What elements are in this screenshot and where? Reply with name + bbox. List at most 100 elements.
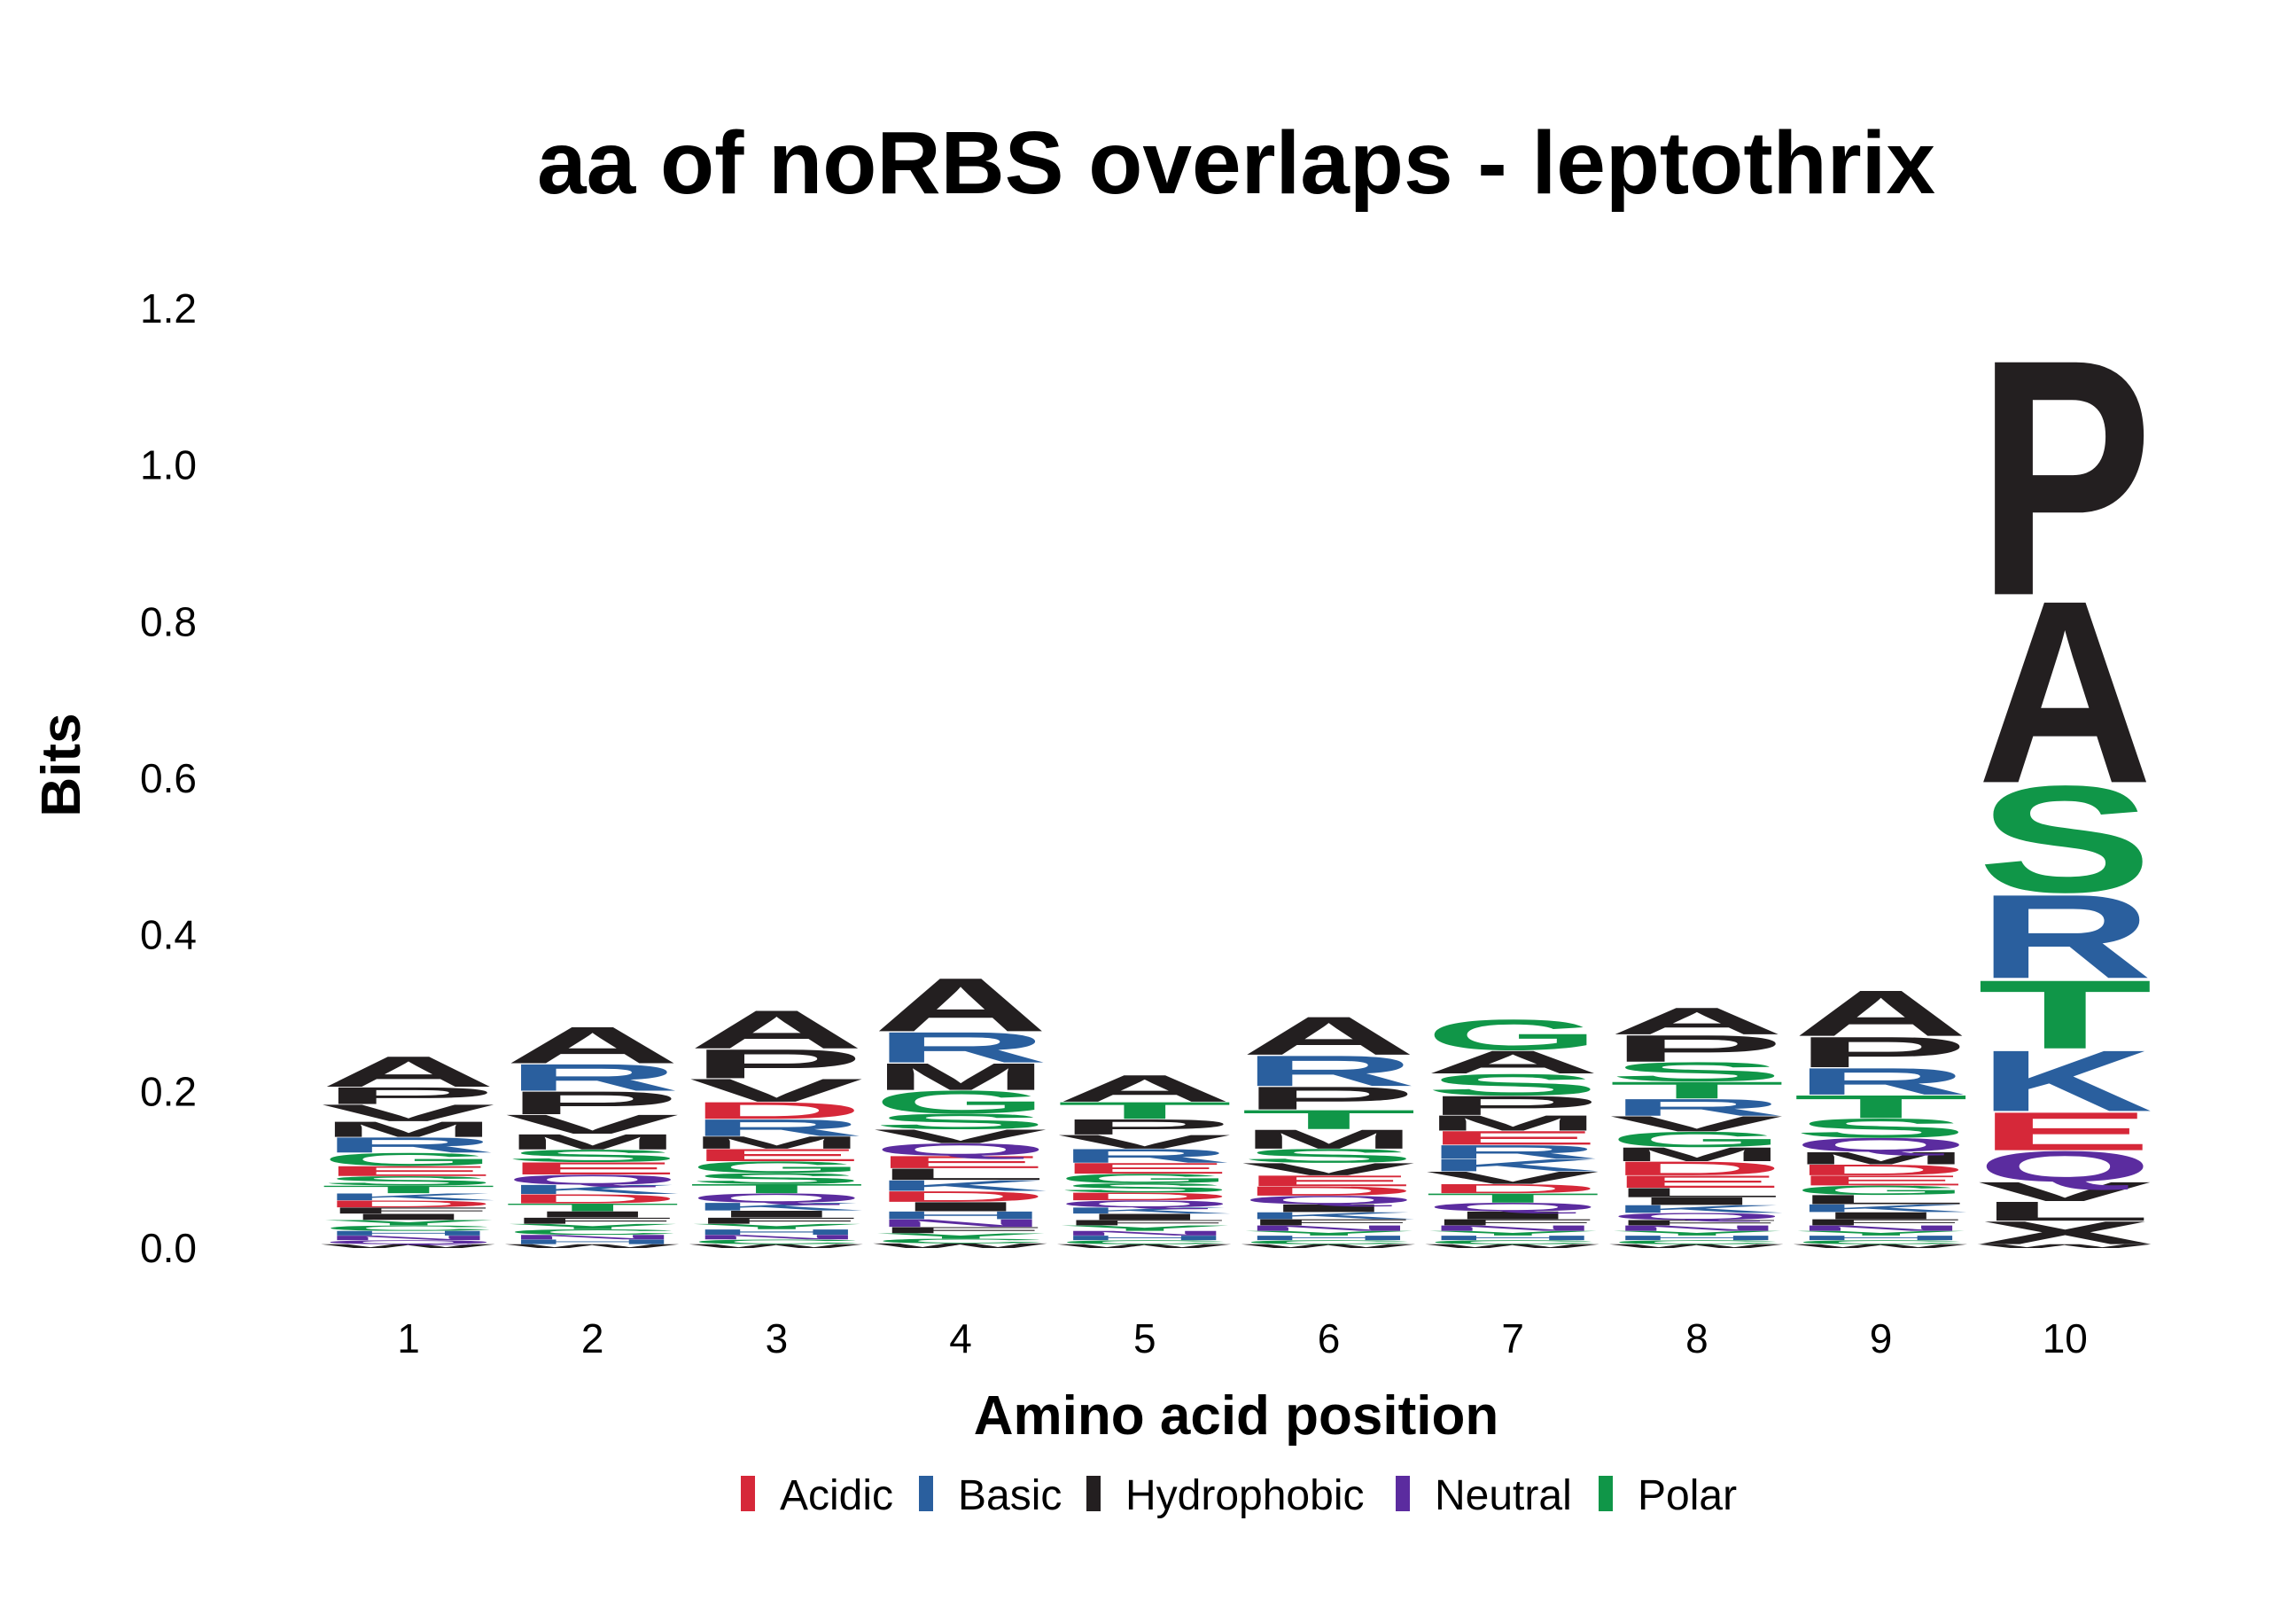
logo-letter: D — [1609, 1158, 1785, 1180]
logo-letter: X — [1977, 1214, 2152, 1251]
logo-letter: T — [1057, 1097, 1233, 1124]
logo-letter: Q — [689, 1191, 864, 1205]
logo-letter: A — [1609, 1000, 1785, 1042]
legend-item: Polar — [1599, 1472, 1737, 1519]
x-axis-label: Amino acid position — [974, 1385, 1498, 1447]
logo-letter: W — [1057, 1244, 1232, 1250]
logo-letter: E — [1609, 1172, 1785, 1191]
logo-letter: S — [1057, 1181, 1233, 1195]
logo-letter: A — [873, 963, 1048, 1048]
x-tick-label: 7 — [1501, 1315, 1524, 1361]
y-tick-label: 0.4 — [140, 912, 197, 958]
logo-letter: W — [505, 1244, 680, 1250]
logo-letter: I — [505, 1210, 681, 1220]
logo-letter: S — [1425, 1068, 1600, 1102]
logo-letter: N — [1057, 1229, 1233, 1236]
x-tick-label: 8 — [1685, 1315, 1708, 1361]
logo-letter: R — [689, 1114, 864, 1141]
logo-letter: S — [1977, 754, 2152, 924]
logo-letter: L — [873, 1165, 1048, 1183]
legend-item: Basic — [919, 1472, 1062, 1519]
logo-stacks: WQNHCYIFDKTSEGRMVPAWHNCYFITDKQESMVPRAWCN… — [321, 290, 2152, 1251]
logo-letter: M — [1609, 1143, 1785, 1166]
logo-letter: C — [321, 1224, 496, 1233]
logo-letter: Q — [321, 1239, 496, 1245]
logo-letter: A — [1057, 1067, 1233, 1110]
x-tick-label: 10 — [2043, 1315, 2088, 1361]
logo-letter: Y — [1425, 1229, 1600, 1236]
logo-letter: T — [1794, 1088, 1969, 1125]
legend-swatch — [1599, 1476, 1613, 1511]
logo-letter: T — [321, 1183, 496, 1196]
logo-letter: N — [1609, 1224, 1785, 1233]
legend-label: Polar — [1638, 1472, 1737, 1519]
x-tick-label: 1 — [397, 1315, 420, 1361]
logo-letter: I — [1609, 1195, 1785, 1207]
logo-letter: S — [321, 1174, 496, 1188]
logo-letter: G — [1057, 1171, 1233, 1185]
logo-letter: A — [1794, 977, 1969, 1050]
logo-letter: V — [689, 1072, 863, 1108]
legend-label: Hydrophobic — [1125, 1472, 1364, 1519]
logo-letter: T — [505, 1201, 681, 1213]
logo-letter: I — [873, 1199, 1048, 1213]
logo-letter: T — [1425, 1190, 1600, 1205]
logo-letter: E — [1794, 1173, 1969, 1189]
logo-letter: W — [689, 1244, 863, 1250]
logo-letter: N — [1794, 1224, 1969, 1233]
logo-letter: K — [873, 1177, 1048, 1194]
logo-letter: V — [1977, 1176, 2152, 1206]
x-tick-label: 5 — [1133, 1315, 1156, 1361]
logo-letter: M — [1241, 1124, 1417, 1154]
logo-letter: S — [1609, 1057, 1785, 1087]
logo-letter: W — [321, 1244, 495, 1250]
logo-letter: G — [689, 1158, 864, 1177]
logo-letter: V — [1609, 1112, 1784, 1135]
logo-letter: H — [1794, 1235, 1969, 1242]
logo-letter: A — [1241, 1006, 1417, 1067]
logo-letter: C — [505, 1228, 681, 1236]
logo-letter: K — [1057, 1205, 1233, 1215]
logo-letter: M — [873, 1056, 1048, 1098]
logo-letter: G — [1794, 1183, 1969, 1197]
logo-letter: D — [689, 1097, 864, 1124]
legend-label: Basic — [958, 1472, 1062, 1519]
logo-letter: F — [689, 1216, 864, 1226]
logo-letter: Q — [1794, 1134, 1969, 1156]
logo-letter: P — [1794, 1028, 1969, 1077]
logo-letter: M — [689, 1133, 864, 1152]
logo-letter: N — [873, 1217, 1048, 1229]
logo-letter: P — [689, 1041, 864, 1087]
logo-letter: M — [1794, 1149, 1969, 1168]
legend: Acidic Basic Hydrophobic Neutral Polar — [741, 1472, 1737, 1519]
logo-letter: F — [321, 1205, 496, 1215]
logo-letter: Y — [1057, 1224, 1233, 1233]
logo-letter: L — [1794, 1192, 1969, 1206]
logo-letter: C — [1794, 1239, 1969, 1245]
logo-letter: W — [1241, 1244, 1416, 1250]
y-tick-label: 0.2 — [140, 1068, 197, 1114]
logo-letter: K — [1425, 1156, 1600, 1175]
logo-letter: K — [1794, 1202, 1969, 1214]
legend-swatch — [1396, 1476, 1410, 1511]
logo-letter: S — [1241, 1145, 1417, 1167]
logo-letter: W — [1977, 1244, 2152, 1250]
logo-letter: H — [505, 1238, 681, 1245]
logo-letter: I — [1057, 1212, 1233, 1221]
logo-letter: Y — [689, 1222, 864, 1231]
logo-letter: R — [1977, 870, 2152, 1003]
logo-letter: P — [1609, 1027, 1785, 1070]
logo-letter: N — [505, 1234, 681, 1241]
logo-letter: A — [321, 1048, 496, 1096]
logo-letter: V — [505, 1109, 680, 1139]
logo-letter: E — [1057, 1160, 1233, 1177]
legend-swatch — [741, 1476, 755, 1511]
logo-letter: P — [1977, 290, 2152, 667]
legend-item: Acidic — [741, 1472, 893, 1519]
